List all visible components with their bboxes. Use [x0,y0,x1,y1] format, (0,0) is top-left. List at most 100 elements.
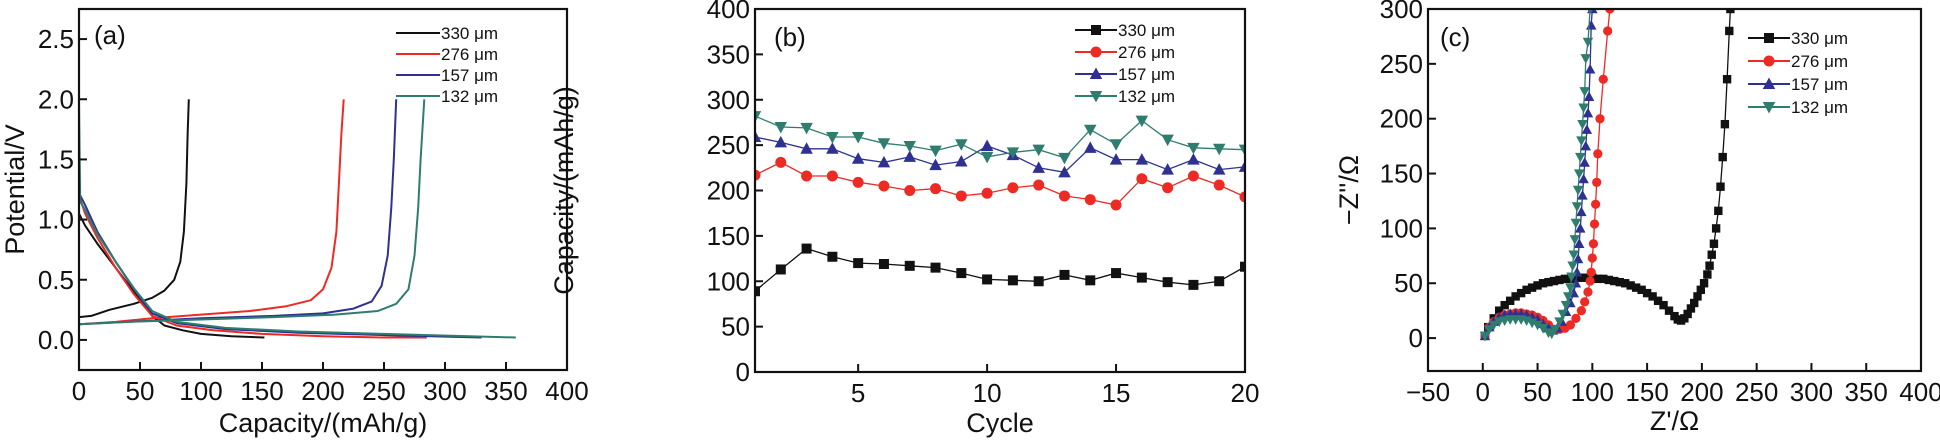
data-point [1573,238,1585,248]
data-point [1239,191,1245,203]
data-point [1707,250,1716,259]
data-point [1642,288,1652,298]
data-point [1621,279,1630,288]
data-point [1187,142,1200,155]
legend-item: 330 μm [1748,29,1848,48]
x-tick-label: 50 [126,376,155,406]
data-point [1584,63,1596,74]
data-point [1511,292,1520,301]
y-tick-label: 250 [1380,49,1423,79]
legend-label: 132 μm [1791,98,1848,117]
data-point [1598,74,1608,84]
y-axis-title: −Z''/Ω [1334,155,1364,225]
data-point [1033,179,1045,191]
x-tick-label: 150 [240,376,283,406]
panel-b: 5 10 15 20050100150200250300350400CycleCapa… [549,0,1259,438]
data-point [1709,239,1719,248]
series-330m [755,243,1245,297]
data-point [1213,179,1225,191]
data-point [956,268,967,279]
data-point [1059,269,1070,280]
data-point [1557,309,1569,320]
legend-marker [1762,102,1776,114]
y-axis-title: Capacity/(mAh/g) [549,86,579,295]
data-point [1631,283,1641,292]
y-tick-label: 150 [707,221,750,251]
data-point [800,122,813,135]
plot-area [79,99,516,339]
y-tick-label: 300 [1380,0,1423,24]
legend-label: 157 μm [1118,65,1175,84]
data-point [1587,253,1597,263]
data-point [1686,304,1696,313]
data-point [755,111,762,123]
legend-label: 157 μm [1791,75,1848,94]
data-point [826,170,838,182]
data-point [903,150,916,162]
data-point [1537,324,1549,334]
y-tick-label: 0 [1409,323,1423,353]
data-point [1187,153,1200,165]
data-point [1680,314,1689,323]
legend-marker [1089,67,1103,79]
data-point [1032,144,1045,157]
data-point [1084,194,1096,206]
x-tick-label: 20 [1231,378,1260,408]
plot-area [1479,9,1735,342]
data-point [1562,292,1574,302]
y-tick-label: 0.0 [38,325,74,355]
y-tick-label: 350 [707,39,750,69]
data-point [930,183,942,195]
data-point [1577,119,1588,130]
data-point [1161,134,1174,147]
legend-item: 276 μm [1075,43,1175,62]
charge-curve [79,99,345,326]
data-point [1007,182,1019,194]
data-point [1699,279,1709,288]
x-tick-label: 400 [1899,377,1940,407]
data-point [955,139,968,151]
data-point [1592,177,1602,187]
y-tick-label: 2.5 [38,24,74,54]
data-point [904,185,916,196]
x-tick-label: 250 [362,376,405,406]
data-point [1571,202,1583,212]
data-point [1565,320,1576,330]
series-132m [755,111,1245,165]
data-point [774,121,788,134]
legend-marker [1764,33,1774,43]
y-tick-label: 200 [707,176,750,206]
y-tick-label: 1.5 [38,144,74,174]
data-point [1495,306,1504,315]
data-point [755,286,760,297]
data-point [1572,185,1584,196]
x-tick-label: 15 [1102,378,1131,408]
data-point [852,176,864,188]
x-tick-label: 50 [1523,377,1552,407]
data-point [1581,124,1593,134]
data-point [1238,160,1245,172]
legend-item: 132 μm [1075,87,1175,106]
data-point [1527,283,1537,292]
data-point [1615,277,1624,287]
legend-label: 330 μm [1791,29,1848,48]
legend: 330 μm 276 μm 157 μm 132 μm [1748,29,1848,117]
data-point [878,259,889,270]
data-point [826,131,839,144]
data-point [1136,272,1147,283]
data-point [755,130,762,142]
data-point [775,156,787,168]
y-tick-label: 250 [707,130,750,160]
data-point [877,138,891,150]
data-point [1505,296,1515,305]
data-point [1722,75,1732,84]
data-point [1585,19,1597,30]
panel-label: (b) [774,22,806,52]
data-point [1586,267,1596,277]
data-point [904,260,915,271]
data-point [1720,119,1730,129]
y-tick-label: 150 [1380,159,1423,189]
data-point [853,258,864,269]
data-point [1576,306,1586,316]
data-point [1484,325,1495,335]
